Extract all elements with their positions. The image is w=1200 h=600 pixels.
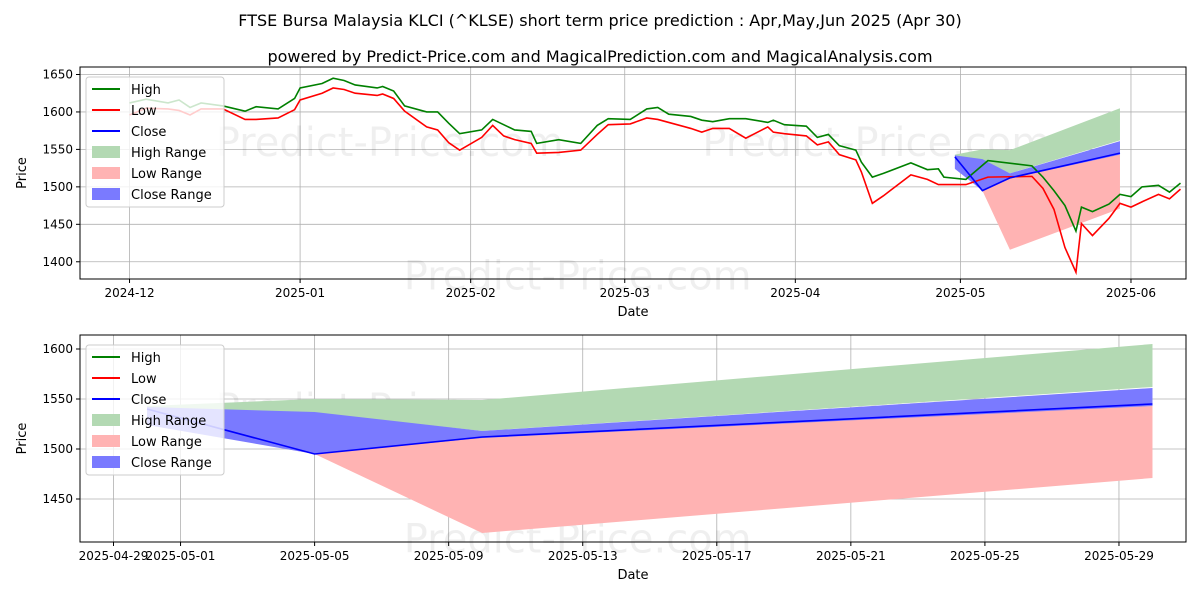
- legend-label: High: [131, 83, 161, 98]
- legend-swatch: [92, 414, 120, 426]
- y-tick-label: 1550: [42, 142, 73, 156]
- legend-label: Close Range: [131, 456, 212, 471]
- x-tick-label: 2025-05-05: [280, 549, 350, 563]
- legend-swatch: [92, 146, 120, 158]
- watermark-text: Predict-Price.com: [216, 120, 564, 166]
- x-tick-label: 2025-04: [770, 286, 820, 300]
- legend-label: Close: [131, 393, 166, 408]
- y-tick-label: 1550: [42, 392, 73, 406]
- watermark-text: Predict-Price.com: [404, 254, 752, 300]
- legend-label: High Range: [131, 146, 206, 161]
- legend-label: Close: [131, 125, 166, 140]
- plot-marks: [129, 77, 1182, 276]
- legend-swatch: [92, 435, 120, 447]
- top-panel: Predict-Price.com Predict-Price.comPredic…: [15, 66, 1187, 320]
- x-tick-label: 2025-02: [446, 286, 496, 300]
- close-series-line: [146, 403, 1153, 455]
- close-range-band: [954, 141, 1120, 191]
- x-tick-label: 2025-06: [1106, 286, 1156, 300]
- x-tick-label: 2025-05: [935, 286, 985, 300]
- legend-swatch: [92, 456, 120, 468]
- legend-label: Low: [131, 104, 157, 119]
- legend-label: High Range: [131, 414, 206, 429]
- high-range-band: [954, 108, 1120, 174]
- x-tick-label: 2025-05-29: [1084, 549, 1154, 563]
- x-axis-label: Date: [617, 568, 648, 583]
- legend-swatch: [92, 188, 120, 200]
- x-tick-label: 2025-05-13: [548, 549, 618, 563]
- low-series-line: [129, 87, 1182, 276]
- y-tick-label: 1450: [42, 492, 73, 506]
- x-axis-label: Date: [617, 305, 648, 320]
- bottom-panel: Predict-Price.comPredict-Price.comPredic…: [15, 334, 1187, 583]
- y-tick-label: 1600: [42, 342, 73, 356]
- x-tick-label: 2025-05-09: [414, 549, 484, 563]
- y-tick-label: 1500: [42, 442, 73, 456]
- x-tick-label: 2025-05-25: [950, 549, 1020, 563]
- legend-box: [85, 76, 225, 208]
- chart-title: FTSE Bursa Malaysia KLCI (^KLSE) short t…: [238, 11, 961, 30]
- low-range-band: [147, 406, 1153, 533]
- legend-label: Close Range: [131, 188, 212, 203]
- low-range-band: [954, 154, 1120, 250]
- high-range-band: [147, 344, 1153, 431]
- high-series-line: [129, 77, 1182, 234]
- x-tick-label: 2025-05-01: [146, 549, 216, 563]
- x-tick-label: 2025-01: [275, 286, 325, 300]
- x-tick-label: 2025-04-29: [79, 549, 149, 563]
- plot-marks: [146, 344, 1153, 533]
- y-tick-label: 1600: [42, 105, 73, 119]
- legend-label: Low: [131, 372, 157, 387]
- y-tick-label: 1500: [42, 180, 73, 194]
- legend-box: [85, 344, 225, 476]
- x-tick-label: 2025-05-21: [816, 549, 886, 563]
- y-tick-label: 1400: [42, 255, 73, 269]
- legend-label: Low Range: [131, 167, 202, 182]
- close-series-line: [954, 152, 1121, 192]
- y-axis-label: Price: [15, 423, 30, 455]
- x-tick-label: 2025-03: [600, 286, 650, 300]
- x-tick-label: 2025-05-17: [682, 549, 752, 563]
- y-tick-label: 1450: [42, 217, 73, 231]
- axes-frame: [79, 334, 1187, 543]
- y-tick-label: 1650: [42, 67, 73, 81]
- y-axis-label: Price: [15, 157, 30, 189]
- close-range-band: [147, 388, 1153, 454]
- axes-frame: [79, 66, 1187, 280]
- chart-subtitle: powered by Predict-Price.com and Magical…: [267, 47, 932, 66]
- x-tick-label: 2024-12: [104, 286, 154, 300]
- legend-swatch: [92, 167, 120, 179]
- legend-label: High: [131, 351, 161, 366]
- legend-label: Low Range: [131, 435, 202, 450]
